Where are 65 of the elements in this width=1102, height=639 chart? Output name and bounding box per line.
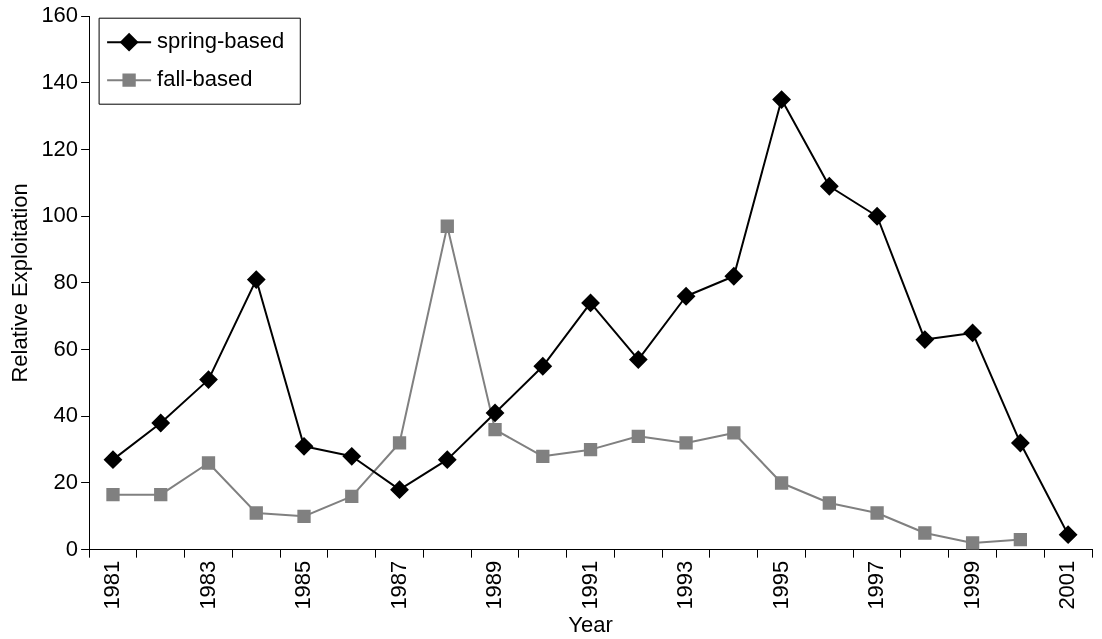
point bbox=[106, 487, 120, 502]
point bbox=[201, 456, 216, 470]
point bbox=[965, 536, 980, 550]
y-tick-label: 120 bbox=[41, 135, 79, 161]
x-tick-label: 1981 bbox=[99, 560, 125, 610]
point bbox=[297, 509, 311, 523]
legend-label: fall-based bbox=[157, 66, 253, 92]
x-tick-label: 2001 bbox=[1054, 560, 1080, 610]
point bbox=[918, 526, 932, 540]
point bbox=[915, 330, 934, 349]
point bbox=[677, 287, 696, 306]
point bbox=[390, 480, 409, 499]
y-axis-title: Relative Exploitation bbox=[7, 183, 33, 383]
x-axis-title: Year bbox=[568, 611, 613, 637]
point bbox=[727, 426, 741, 440]
x-tick-label: 1993 bbox=[672, 560, 698, 610]
point bbox=[247, 270, 266, 289]
point bbox=[724, 267, 743, 286]
point bbox=[536, 449, 550, 463]
x-tick-label: 1983 bbox=[194, 560, 220, 610]
point bbox=[870, 506, 884, 520]
x-tick-label: 1987 bbox=[385, 560, 411, 610]
x-tick-label: 1991 bbox=[576, 560, 602, 610]
point bbox=[820, 177, 839, 196]
x-tick-label: 1995 bbox=[767, 560, 793, 610]
point bbox=[868, 207, 887, 226]
point bbox=[345, 489, 359, 503]
point bbox=[772, 90, 791, 109]
x-tick-label: 1985 bbox=[290, 560, 316, 610]
point bbox=[631, 429, 645, 443]
point bbox=[154, 487, 168, 502]
point bbox=[440, 219, 454, 233]
point bbox=[583, 442, 598, 457]
point bbox=[533, 357, 552, 376]
x-tick-label: 1989 bbox=[481, 560, 507, 610]
y-tick-label: 60 bbox=[53, 335, 79, 361]
point bbox=[581, 293, 600, 312]
x-tick-label: 1999 bbox=[958, 560, 984, 610]
point bbox=[392, 436, 407, 450]
x-tick-label: 1997 bbox=[863, 560, 889, 610]
point bbox=[151, 413, 170, 432]
point bbox=[438, 450, 457, 469]
y-tick-label: 20 bbox=[53, 469, 79, 495]
point bbox=[199, 370, 218, 389]
y-tick-label: 160 bbox=[41, 2, 79, 28]
point bbox=[1059, 525, 1078, 544]
point bbox=[822, 496, 836, 510]
point bbox=[1013, 533, 1028, 547]
y-tick-label: 140 bbox=[41, 68, 79, 94]
point bbox=[774, 476, 789, 490]
legend-label: spring-based bbox=[157, 28, 285, 54]
point bbox=[1011, 433, 1030, 452]
point bbox=[629, 350, 648, 369]
y-tick-label: 0 bbox=[65, 535, 79, 561]
point bbox=[342, 447, 361, 466]
point bbox=[488, 422, 502, 437]
point bbox=[103, 450, 122, 469]
point bbox=[295, 437, 314, 456]
point bbox=[249, 506, 263, 520]
y-tick-label: 100 bbox=[41, 202, 79, 228]
point bbox=[679, 436, 693, 450]
point bbox=[486, 403, 505, 422]
y-tick-label: 40 bbox=[53, 402, 79, 428]
point bbox=[963, 323, 982, 342]
y-tick-label: 80 bbox=[53, 268, 79, 294]
